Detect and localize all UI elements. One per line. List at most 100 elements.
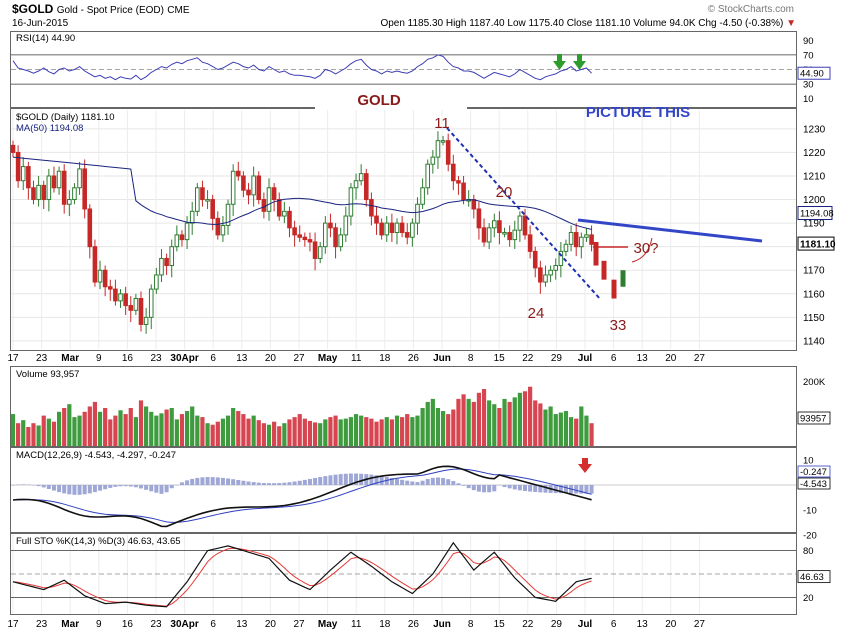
- candle-body: [568, 232, 574, 245]
- x-tick-label-bottom: 20: [665, 619, 677, 630]
- macd-histogram-bar: [512, 485, 517, 490]
- candle-body: [36, 184, 41, 201]
- macd-histogram-bar: [466, 485, 471, 489]
- symbol: $GOLD: [12, 2, 54, 16]
- macd-histogram-bar: [36, 485, 41, 487]
- rsi-tick-label: 90: [803, 36, 814, 47]
- candle-body: [379, 222, 384, 236]
- macd-value-badge: [797, 477, 831, 490]
- candle-body: [573, 232, 579, 248]
- candle-body: [363, 173, 369, 201]
- macd-histogram-bar: [41, 485, 46, 488]
- x-tick-label: 27: [694, 353, 706, 364]
- rsi-tick-label: 30: [803, 80, 814, 91]
- candle-body: [297, 234, 303, 238]
- macd-histogram-bar: [251, 482, 256, 485]
- macd-histogram-bar: [487, 485, 492, 493]
- candle-body: [184, 222, 190, 241]
- ohlc-readout: Open 1185.30 High 1187.40 Low 1175.40 Cl…: [380, 18, 796, 29]
- macd-histogram-bar: [415, 482, 420, 485]
- volume-bar: [343, 418, 348, 446]
- x-tick-label: Mar: [61, 353, 79, 364]
- volume-bar: [400, 417, 405, 446]
- watermark: © StockCharts.com: [708, 4, 794, 15]
- volume-bar: [297, 414, 302, 446]
- macd-histogram-bar: [174, 484, 179, 486]
- macd-histogram-bar: [517, 485, 522, 491]
- exchange: CME: [167, 5, 190, 16]
- macd-histogram-bar: [497, 485, 502, 486]
- candle-body: [563, 243, 569, 252]
- x-tick-label-bottom: 29: [551, 619, 563, 630]
- candle-body: [276, 199, 282, 217]
- volume-bar: [82, 411, 87, 446]
- volume-bar: [72, 417, 77, 446]
- x-tick-label: 13: [236, 353, 248, 364]
- volume-bar: [236, 411, 241, 446]
- instrument-name: Gold - Spot Price (EOD): [57, 5, 164, 16]
- macd-arrow-shaft: [582, 458, 588, 464]
- candle-body: [31, 187, 36, 201]
- volume-bar: [195, 415, 200, 446]
- x-tick-label: 11: [351, 353, 362, 364]
- volume-bar: [190, 406, 195, 446]
- macd-histogram-bar: [476, 485, 481, 492]
- label-30: 30?: [633, 240, 658, 257]
- candle-body: [579, 236, 584, 248]
- macd-histogram-bar: [277, 483, 282, 485]
- x-tick-label: 15: [494, 353, 506, 364]
- volume-bar: [374, 421, 379, 446]
- macd-histogram-bar: [128, 485, 133, 487]
- candle-body: [143, 316, 149, 325]
- macd-histogram-bar: [323, 476, 328, 485]
- volume-bar: [51, 421, 57, 446]
- macd-histogram-bar: [451, 481, 456, 485]
- macd-histogram-bar: [441, 477, 446, 485]
- volume-bar: [205, 423, 210, 446]
- candle-body: [584, 234, 589, 238]
- volume-bar: [103, 408, 108, 446]
- macd-histogram-bar: [118, 485, 123, 487]
- volume-bar: [584, 415, 589, 446]
- volume-bar: [16, 423, 21, 446]
- candle-body: [302, 236, 308, 241]
- macd-histogram-bar: [72, 485, 77, 495]
- x-tick-label-bottom: 23: [36, 619, 48, 630]
- rsi-line: [12, 54, 592, 81]
- macd-sell-arrow: [578, 458, 592, 473]
- candle-body: [261, 199, 267, 212]
- macd-panel: [10, 447, 797, 533]
- macd-histogram-bar: [98, 485, 103, 491]
- volume-bar: [405, 414, 410, 446]
- arrow-2-head: [573, 61, 586, 70]
- candle-body: [338, 234, 343, 248]
- volume-bar: [287, 419, 292, 446]
- candle-body: [399, 222, 405, 234]
- candle-body: [420, 187, 425, 205]
- candle-body: [200, 187, 205, 201]
- candle-body: [451, 163, 456, 182]
- price-tick-label: 1170: [803, 266, 825, 277]
- macd-histogram-bar: [584, 485, 589, 494]
- candle-body: [461, 182, 466, 201]
- ma-value-text: 1194.08: [800, 208, 834, 219]
- downtrend-line: [446, 127, 602, 301]
- x-tick-label: 20: [665, 353, 677, 364]
- macd-histogram-bar: [87, 485, 92, 494]
- candle-body: [481, 227, 487, 243]
- volume-bar: [563, 411, 569, 446]
- candle-body: [102, 269, 108, 288]
- candle-body: [328, 222, 333, 229]
- volume-bar: [154, 415, 159, 446]
- x-tick-label: 6: [611, 353, 617, 364]
- volume-bar: [507, 401, 512, 446]
- gridlines: [11, 110, 796, 614]
- macd-histogram-bar: [589, 485, 594, 494]
- macd-histogram-bar: [215, 477, 220, 485]
- macd-histogram-bar: [389, 477, 394, 485]
- volume-bar: [46, 418, 51, 446]
- macd-histogram-bar: [359, 473, 364, 485]
- macd-histogram-bar: [113, 485, 118, 487]
- volume-bar: [67, 404, 72, 446]
